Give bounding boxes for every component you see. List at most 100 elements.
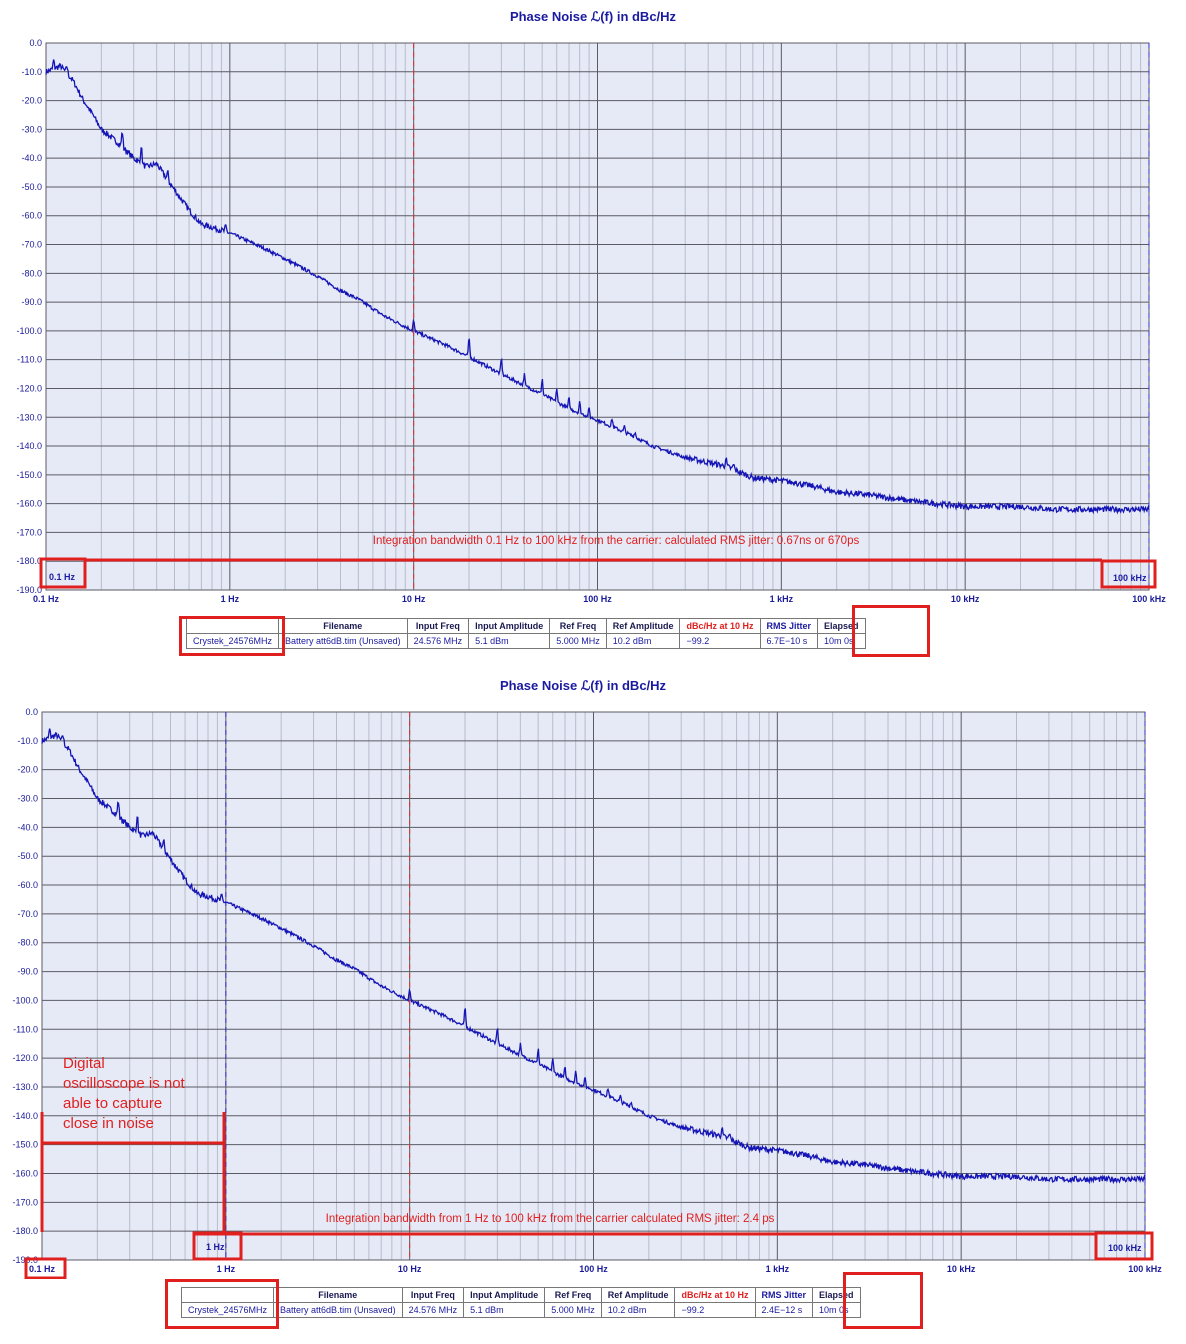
y-tick-label: -170.0 [12, 1197, 38, 1207]
y-tick-label: -100.0 [12, 995, 38, 1005]
x-tick-label: 100 Hz [579, 1264, 608, 1274]
y-tick-label: -160.0 [16, 499, 42, 509]
phase-noise-line [45, 59, 1150, 515]
y-tick-label: -180.0 [12, 1226, 38, 1236]
y-tick-label: -10.0 [17, 736, 38, 746]
table-header-ref-freq: Ref Freq [544, 1287, 602, 1303]
y-tick-label: -110.0 [13, 1024, 38, 1034]
phase-noise-plot-1: 0.0 -10.0 -20.0 -30.0 -40.0 -50.0 -60.0 -70.0 -8… [16, 38, 1166, 604]
table-header-elapsed: Elapsed [812, 1287, 861, 1303]
marker-end-label: 100 kHz [1113, 573, 1147, 583]
cell-filename: Battery att6dB.tim (Unsaved) [273, 1302, 403, 1318]
cell-input-amplitude: 5.1 dBm [468, 633, 551, 649]
y-tick-label: -150.0 [16, 470, 42, 480]
x-tick-label: 10 Hz [398, 1264, 422, 1274]
y-tick-label: -190.0 [16, 585, 42, 595]
y-tick-label: -50.0 [17, 851, 38, 861]
x-tick-label: 0.1 Hz [33, 594, 60, 604]
marker-start-label: 1 Hz [206, 1242, 225, 1252]
chart-title-1: Phase Noise ℒ(f) in dBc/Hz [509, 9, 677, 24]
x-tick-label: 0.1 Hz [29, 1264, 56, 1274]
y-tick-label: -140.0 [16, 441, 42, 451]
table-header-ref-amplitude: Ref Amplitude [605, 618, 681, 634]
cell-dbc-at-10hz: −99.2 [679, 633, 761, 649]
y-tick-label: -130.0 [12, 1082, 38, 1092]
table-header-input-amplitude: Input Amplitude [468, 618, 551, 634]
y-tick-label: -40.0 [21, 153, 42, 163]
y-tick-label: -70.0 [17, 909, 38, 919]
x-tick-label: 10 kHz [951, 594, 980, 604]
x-tick-label: 1 Hz [221, 594, 240, 604]
table-header-filename: Filename [278, 618, 408, 634]
y-tick-label: -90.0 [17, 967, 38, 977]
table-header-filename: Filename [273, 1287, 403, 1303]
y-tick-label: -130.0 [16, 412, 42, 422]
start-tick-box [24, 1257, 67, 1279]
y-tick-label: -30.0 [17, 794, 38, 804]
highlight-device-2 [165, 1279, 279, 1329]
cell-input-amplitude: 5.1 dBm [463, 1302, 546, 1318]
scope-note-line: able to capture [63, 1095, 162, 1112]
y-tick-label: -20.0 [17, 765, 38, 775]
cell-ref-amplitude: 10.2 dBm [600, 1302, 676, 1318]
cell-ref-freq: 5.000 MHz [544, 1302, 602, 1318]
x-tick-label: 1 kHz [770, 594, 794, 604]
cell-dbc-at-10hz: −99.2 [674, 1302, 756, 1318]
cell-rms-jitter: 6.7E−10 s [759, 633, 819, 649]
scope-note-line: close in noise [63, 1115, 154, 1132]
highlight-device-1 [179, 616, 285, 656]
x-tick-label: 1 kHz [766, 1264, 790, 1274]
chart-title-2: Phase Noise ℒ(f) in dBc/Hz [499, 678, 667, 693]
table-header-ref-freq: Ref Freq [549, 618, 607, 634]
integration-annotation: Integration bandwidth from 1 Hz to 100 k… [326, 1213, 775, 1225]
x-tick-label: 10 kHz [947, 1264, 976, 1274]
y-tick-label: -140.0 [12, 1111, 38, 1121]
y-tick-label: -60.0 [21, 211, 42, 221]
table-row: Crystek_24576MHz Battery att6dB.tim (Uns… [180, 1302, 861, 1318]
y-tick-label: -160.0 [12, 1168, 38, 1178]
highlight-rms-jitter-2 [843, 1272, 923, 1329]
y-tick-label: -40.0 [17, 822, 38, 832]
table-header-input-freq: Input Freq [401, 1287, 465, 1303]
phase-noise-line [41, 728, 1146, 1185]
y-tick-label: -110.0 [17, 355, 42, 365]
y-tick-label: -80.0 [21, 268, 42, 278]
y-tick-label: 0.0 [25, 707, 38, 717]
cell-rms-jitter: 2.4E−12 s [754, 1302, 814, 1318]
y-tick-label: -100.0 [16, 326, 42, 336]
table-header-input-freq: Input Freq [406, 618, 470, 634]
y-tick-label: -170.0 [16, 527, 42, 537]
phase-noise-plot-2: 0.0 -10.0 -20.0 -30.0 -40.0 -50.0 -60.0 -70.0 -8… [12, 707, 1162, 1279]
cell-input-freq: 24.576 MHz [406, 633, 470, 649]
cell-device: Crystek_24576MHz [185, 633, 280, 649]
marker-start-label: 0.1 Hz [49, 572, 76, 582]
y-tick-label: -70.0 [21, 240, 42, 250]
y-tick-label: -60.0 [17, 880, 38, 890]
cell-elapsed: 10m 0s [812, 1302, 861, 1318]
marker-end-box [1100, 559, 1157, 589]
x-tick-label: 100 kHz [1128, 1264, 1162, 1274]
table-header-rms-jitter: RMS Jitter [759, 618, 819, 634]
table-header-rms-jitter: RMS Jitter [754, 1287, 814, 1303]
cell-filename: Battery att6dB.tim (Unsaved) [278, 633, 408, 649]
y-tick-label: -90.0 [21, 297, 42, 307]
marker-end-label: 100 kHz [1108, 1243, 1142, 1253]
integration-annotation: Integration bandwidth 0.1 Hz to 100 kHz … [373, 535, 860, 547]
table-header-dbc-at-10hz: dBc/Hz at 10 Hz [674, 1287, 756, 1303]
y-tick-label: -120.0 [12, 1053, 38, 1063]
x-tick-label: 10 Hz [402, 594, 426, 604]
y-tick-label: -180.0 [16, 556, 42, 566]
highlight-rms-jitter-1 [852, 605, 930, 657]
scope-note-line: Digital [63, 1055, 105, 1072]
y-tick-label: -50.0 [21, 182, 42, 192]
y-tick-label: -120.0 [16, 383, 42, 393]
cell-input-freq: 24.576 MHz [401, 1302, 465, 1318]
y-tick-label: -10.0 [21, 67, 42, 77]
y-tick-label: -150.0 [12, 1140, 38, 1150]
table-header-ref-amplitude: Ref Amplitude [600, 1287, 676, 1303]
cell-ref-amplitude: 10.2 dBm [605, 633, 681, 649]
y-tick-label: 0.0 [29, 38, 42, 48]
y-tick-label: -30.0 [21, 124, 42, 134]
x-tick-label: 100 Hz [583, 594, 612, 604]
measurement-table-2: Filename Input Freq Input Amplitude Ref … [180, 1287, 861, 1318]
